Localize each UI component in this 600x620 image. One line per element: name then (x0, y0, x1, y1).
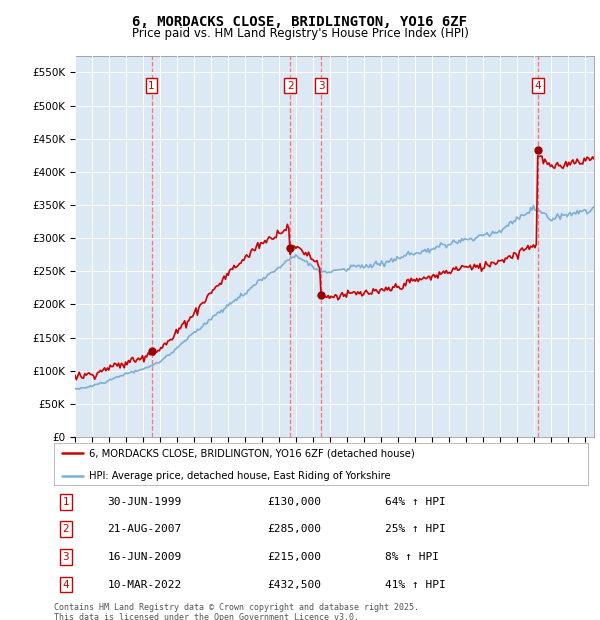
Text: 4: 4 (535, 81, 541, 91)
Text: 2: 2 (287, 81, 293, 91)
Text: £285,000: £285,000 (268, 525, 322, 534)
Text: 3: 3 (318, 81, 325, 91)
Text: 21-AUG-2007: 21-AUG-2007 (107, 525, 182, 534)
Text: 3: 3 (62, 552, 69, 562)
Text: £130,000: £130,000 (268, 497, 322, 507)
Text: 6, MORDACKS CLOSE, BRIDLINGTON, YO16 6ZF: 6, MORDACKS CLOSE, BRIDLINGTON, YO16 6ZF (133, 15, 467, 29)
Text: 4: 4 (62, 580, 69, 590)
Text: 6, MORDACKS CLOSE, BRIDLINGTON, YO16 6ZF (detached house): 6, MORDACKS CLOSE, BRIDLINGTON, YO16 6ZF… (89, 448, 415, 458)
Text: Price paid vs. HM Land Registry's House Price Index (HPI): Price paid vs. HM Land Registry's House … (131, 27, 469, 40)
Text: 1: 1 (148, 81, 155, 91)
Text: 10-MAR-2022: 10-MAR-2022 (107, 580, 182, 590)
Text: 41% ↑ HPI: 41% ↑ HPI (385, 580, 446, 590)
Text: HPI: Average price, detached house, East Riding of Yorkshire: HPI: Average price, detached house, East… (89, 471, 391, 480)
Text: 16-JUN-2009: 16-JUN-2009 (107, 552, 182, 562)
Text: 1: 1 (62, 497, 69, 507)
Text: 2: 2 (62, 525, 69, 534)
Text: 25% ↑ HPI: 25% ↑ HPI (385, 525, 446, 534)
Text: 30-JUN-1999: 30-JUN-1999 (107, 497, 182, 507)
Text: Contains HM Land Registry data © Crown copyright and database right 2025.
This d: Contains HM Land Registry data © Crown c… (54, 603, 419, 620)
Text: £432,500: £432,500 (268, 580, 322, 590)
Text: £215,000: £215,000 (268, 552, 322, 562)
Text: 8% ↑ HPI: 8% ↑ HPI (385, 552, 439, 562)
Text: 64% ↑ HPI: 64% ↑ HPI (385, 497, 446, 507)
